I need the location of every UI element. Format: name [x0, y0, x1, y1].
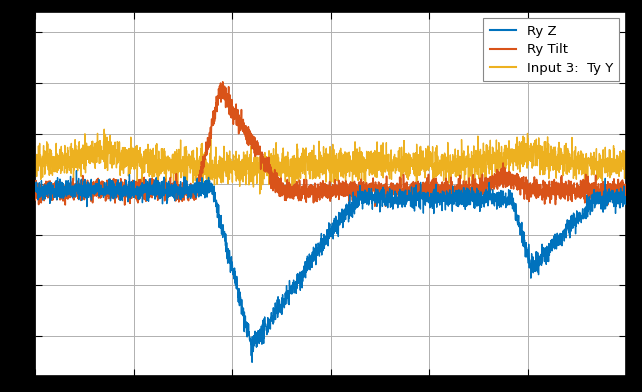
- Input 3:  Ty Y: (521, 0.119): Ty Y: (521, 0.119): [134, 158, 142, 162]
- Ry Z: [248, 360, 256, 365]
- Ry Z: [284, 290, 291, 294]
- Input 3:  Ty Y: (0, 0.0563): Ty Y: (0, 0.0563): [31, 171, 39, 175]
- Ry Tilt: [31, 198, 39, 202]
- Ry Tilt: [258, 150, 266, 154]
- Line: Input 3:  Ty Y: Input 3: Ty Y: [35, 129, 626, 195]
- Ry Z: [622, 197, 630, 201]
- Ry Z: [134, 185, 142, 190]
- Input 3:  Ty Y: (350, 0.271): Ty Y: (350, 0.271): [100, 127, 108, 132]
- Ry Z: [31, 185, 39, 190]
- Input 3:  Ty Y: (1.28e+03, 0.135): Ty Y: (1.28e+03, 0.135): [284, 154, 291, 159]
- Ry Tilt: [99, 193, 107, 198]
- Legend: Ry Z, Ry Tilt, Input 3:  Ty Y: Ry Z, Ry Tilt, Input 3: Ty Y: [483, 18, 620, 81]
- Input 3:  Ty Y: (1.15e+03, 0.11): Ty Y: (1.15e+03, 0.11): [258, 160, 266, 164]
- Input 3:  Ty Y: (2.94e+03, 0.0942): Ty Y: (2.94e+03, 0.0942): [611, 163, 618, 167]
- Ry Z: [547, 238, 555, 243]
- Ry Tilt: [134, 185, 141, 190]
- Line: Ry Z: Ry Z: [35, 171, 626, 362]
- Input 3:  Ty Y: (342, 0.154): Ty Y: (342, 0.154): [99, 151, 107, 155]
- Ry Tilt: [219, 80, 227, 84]
- Ry Tilt: [547, 189, 555, 193]
- Ry Tilt: [284, 196, 291, 200]
- Input 3:  Ty Y: (2.2e+03, -0.0529): Ty Y: (2.2e+03, -0.0529): [465, 192, 473, 197]
- Ry Tilt: [611, 188, 618, 192]
- Ry Tilt: [382, 204, 390, 209]
- Line: Ry Tilt: Ry Tilt: [35, 82, 626, 206]
- Ry Tilt: [622, 194, 630, 198]
- Input 3:  Ty Y: (2.62e+03, 0.188): Ty Y: (2.62e+03, 0.188): [547, 144, 555, 149]
- Ry Z: [258, 334, 266, 339]
- Input 3:  Ty Y: (3e+03, 0.132): Ty Y: (3e+03, 0.132): [622, 155, 630, 160]
- Ry Z: [99, 191, 107, 195]
- Ry Z: [73, 168, 80, 173]
- Ry Z: [611, 192, 618, 197]
